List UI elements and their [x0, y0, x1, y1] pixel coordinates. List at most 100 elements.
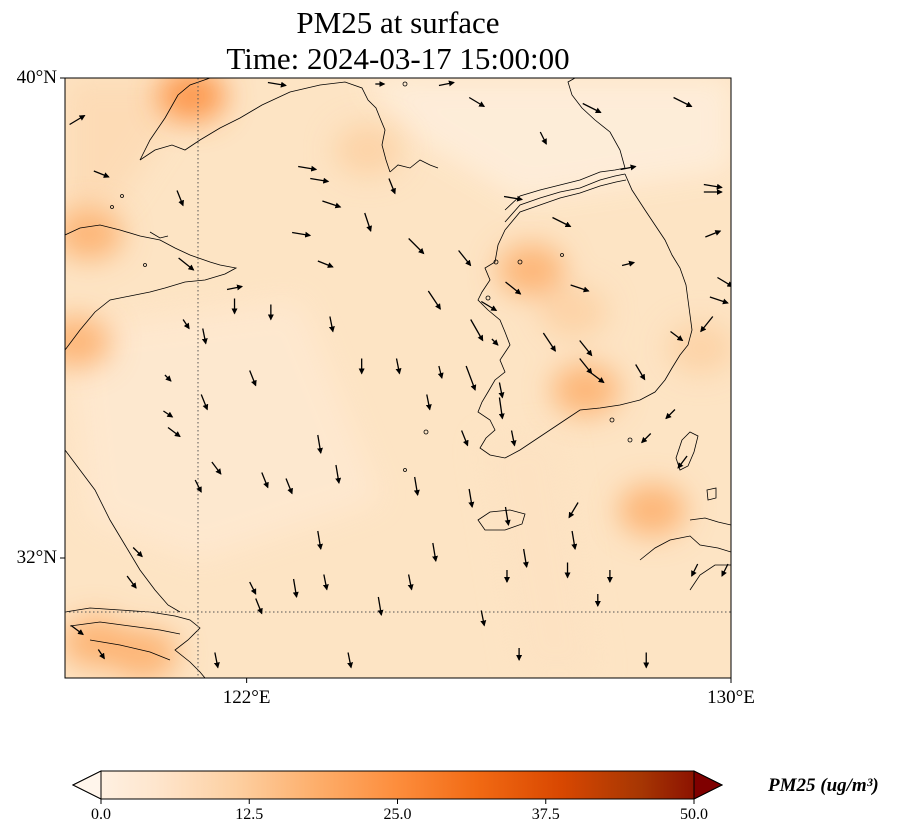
colorbar-label: PM25 (ug/m³) [768, 775, 879, 796]
colorbar-tick-label: 37.5 [531, 806, 560, 823]
wind-arrow [97, 649, 105, 660]
wind-arrow [163, 410, 174, 418]
wind-arrow [322, 200, 342, 209]
wind-arrow [425, 394, 432, 411]
wind-arrow [480, 610, 487, 627]
wind-arrow [395, 358, 402, 375]
wind-arrow [437, 365, 444, 379]
wind-arrow [621, 260, 636, 267]
wind-arrow [167, 426, 181, 438]
wind-arrow [388, 178, 396, 195]
wind-arrow [310, 177, 330, 184]
pm25-hotspot [65, 316, 112, 368]
map-frame [64, 77, 732, 679]
wind-arrow [413, 476, 420, 496]
colorbar-gradient [71, 770, 724, 800]
map-title-line2: Time: 2024-03-17 15:00:00 [226, 41, 570, 76]
pm25-hotspot [65, 208, 124, 260]
wind-arrow [347, 652, 354, 669]
lon-tick-label: 122°E [222, 687, 271, 708]
wind-arrow [432, 542, 438, 562]
wind-arrow [665, 409, 676, 420]
wind-arrow [570, 284, 590, 293]
wind-arrow [438, 80, 455, 87]
wind-arrow [503, 195, 524, 202]
wind-arrow [691, 563, 699, 577]
wind-arrow [571, 530, 578, 550]
pm25-hotspot [109, 628, 178, 678]
wind-arrow [211, 461, 222, 475]
wind-arrow [591, 372, 605, 384]
wind-arrow [670, 330, 684, 342]
wind-arrow [407, 574, 414, 591]
wind-arrow [458, 250, 472, 267]
wind-arrow [364, 212, 372, 232]
pm25-hotspot [551, 364, 620, 416]
wind-arrow [176, 190, 184, 207]
wind-arrow [164, 374, 172, 382]
wind-arrow [460, 430, 469, 447]
wind-arrow [335, 464, 342, 484]
wind-arrow [673, 96, 693, 108]
wind-arrow [498, 382, 505, 399]
wind-arrow [317, 434, 323, 454]
pm25-field [65, 78, 731, 678]
lon-tick-label: 130°E [707, 687, 755, 708]
pm25-hotspot [333, 124, 402, 176]
wind-arrow [249, 581, 257, 595]
wind-arrow [468, 488, 475, 508]
wind-arrow [504, 506, 511, 526]
wind-arrow [126, 575, 137, 589]
wind-arrow [292, 231, 312, 238]
wind-arrow [292, 578, 299, 598]
wind-arrow [579, 340, 593, 357]
colorbar-max-extend [693, 770, 724, 800]
wind-arrow [70, 624, 84, 636]
wind-arrow [377, 596, 384, 616]
pm25-hotspot [539, 286, 608, 338]
wind-arrow [328, 316, 335, 333]
wind-arrow [182, 319, 190, 330]
wind-arrow [178, 257, 195, 271]
lat-tick-label: 40°N [16, 67, 57, 88]
wind-arrow [468, 96, 486, 108]
wind-arrow [93, 170, 110, 178]
wind-arrow [620, 164, 637, 171]
wind-arrow [641, 433, 652, 444]
wind-arrow [539, 131, 547, 145]
map-title-line1: PM25 at surface [296, 5, 500, 40]
wind-arrow [582, 102, 602, 114]
wind-arrow [705, 230, 722, 238]
wind-arrow [677, 455, 688, 469]
wind-arrow [568, 502, 579, 519]
colorbar-tick-label: 12.5 [235, 806, 264, 823]
wind-arrow [579, 358, 593, 375]
wind-arrow [322, 574, 329, 591]
wind-arrow [542, 332, 556, 352]
lat-tick-label: 32°N [16, 547, 57, 568]
colorbar-tick-label: 0.0 [91, 806, 111, 823]
wind-arrow [317, 530, 323, 550]
wind-arrow [285, 478, 293, 495]
wind-arrow [249, 370, 257, 387]
wind-arrow [267, 81, 287, 88]
pm25-hotspot [618, 484, 687, 536]
wind-arrow [700, 316, 714, 333]
pm25-hotspot [158, 78, 227, 122]
pm25-hotspot [497, 244, 566, 296]
wind-arrow [408, 238, 425, 255]
wind-arrow [226, 284, 244, 291]
colorbar-tick-label: 25.0 [383, 806, 412, 823]
wind-arrow [213, 652, 220, 669]
wind-arrow [255, 598, 263, 615]
wind-arrow [470, 319, 484, 342]
wind-arrow [510, 430, 517, 447]
wind-arrow [717, 276, 731, 288]
wind-arrow [200, 394, 209, 411]
wind-arrow [427, 290, 441, 310]
wind-arrow [480, 300, 498, 312]
wind-arrow [522, 548, 529, 568]
colorbar-tick-label: 50.0 [680, 806, 708, 823]
